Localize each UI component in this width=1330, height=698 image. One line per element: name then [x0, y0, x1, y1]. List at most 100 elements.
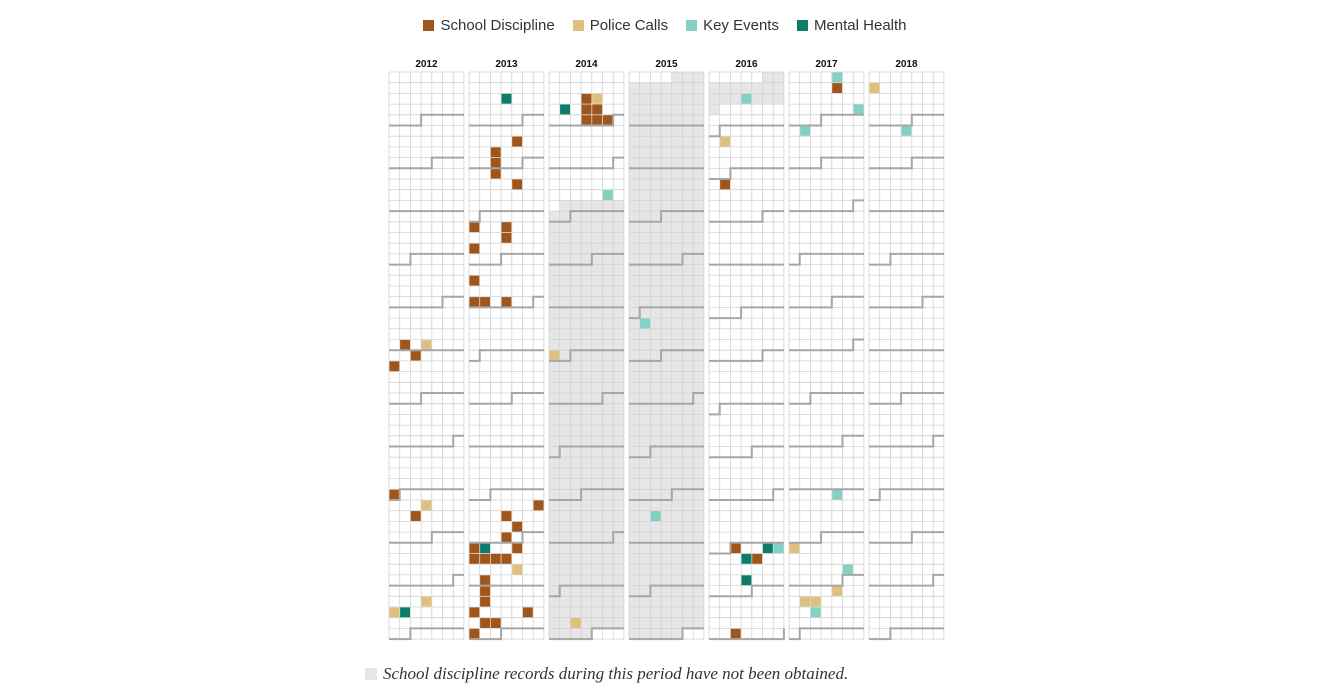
unobtained-day [549, 211, 560, 222]
unobtained-day [671, 414, 683, 426]
unobtained-day [613, 489, 624, 500]
unobtained-day [581, 296, 592, 308]
unobtained-day [602, 467, 614, 479]
event-cell-police [720, 136, 730, 147]
unobtained-day [549, 596, 560, 607]
unobtained-day [570, 607, 582, 618]
unobtained-day [693, 510, 704, 522]
unobtained-day [671, 114, 683, 126]
unobtained-day [570, 328, 582, 340]
event-cell-mental [762, 543, 773, 554]
unobtained-day [661, 457, 672, 468]
unobtained-day [693, 286, 704, 297]
unobtained-day [682, 168, 694, 179]
unobtained-day [613, 243, 624, 254]
legend-swatch-mental [796, 19, 808, 31]
unobtained-day [559, 607, 571, 618]
unobtained-day [650, 286, 662, 297]
unobtained-day [639, 104, 651, 115]
unobtained-day [639, 360, 651, 372]
unobtained-day [639, 211, 651, 222]
event-cell-key [602, 190, 613, 200]
unobtained-day [629, 467, 640, 479]
unobtained-day [591, 243, 603, 254]
event-cell-discipline [400, 339, 410, 350]
unobtained-day [709, 93, 720, 105]
unobtained-day [581, 435, 592, 447]
unobtained-day [671, 275, 683, 286]
unobtained-day [671, 82, 683, 94]
unobtained-day [661, 532, 672, 543]
unobtained-day [639, 168, 651, 179]
event-cell-discipline [480, 586, 490, 596]
unobtained-day [639, 232, 651, 244]
unobtained-day [629, 168, 640, 179]
unobtained-day [559, 574, 571, 586]
unobtained-day [682, 232, 694, 244]
unobtained-day [682, 82, 694, 94]
unobtained-day [661, 467, 672, 479]
unobtained-day [682, 607, 694, 618]
event-cell-discipline [480, 575, 490, 586]
unobtained-day [591, 574, 603, 586]
event-cell-discipline [581, 93, 592, 104]
unobtained-day [570, 382, 582, 393]
unobtained-day [709, 82, 720, 94]
unobtained-day [613, 532, 624, 543]
month-boundary-line [709, 167, 784, 180]
unobtained-day [682, 146, 694, 158]
unobtained-day [671, 564, 683, 575]
unobtained-day [671, 510, 683, 522]
month-boundary-line [389, 295, 464, 309]
unobtained-day [549, 542, 560, 554]
unobtained-day [671, 425, 683, 436]
unobtained-day [559, 446, 571, 458]
unobtained-day [661, 596, 672, 607]
unobtained-day [570, 393, 582, 404]
unobtained-day [682, 339, 694, 351]
unobtained-day [682, 371, 694, 383]
unobtained-day [682, 414, 694, 426]
unobtained-day [682, 617, 694, 629]
unobtained-day [682, 200, 694, 212]
unobtained-day [650, 446, 662, 458]
month-boundary-line [389, 573, 464, 587]
unobtained-day [570, 585, 582, 597]
unobtained-day [629, 264, 640, 276]
unobtained-day [639, 435, 651, 447]
unobtained-day [613, 435, 624, 447]
event-cell-police [421, 500, 432, 511]
unobtained-day [661, 286, 672, 297]
unobtained-day [581, 457, 592, 468]
event-cell-discipline [720, 179, 730, 190]
unobtained-day [613, 350, 624, 361]
unobtained-day [639, 532, 651, 543]
unobtained-day [682, 435, 694, 447]
event-cell-key [832, 489, 843, 500]
event-cell-police [570, 618, 581, 628]
unobtained-day [602, 553, 614, 565]
event-cell-discipline [410, 511, 421, 521]
unobtained-day [671, 179, 683, 190]
unobtained-day [591, 414, 603, 426]
unobtained-day [591, 607, 603, 618]
unobtained-day [661, 189, 672, 201]
unobtained-day [559, 489, 571, 500]
legend-swatch-police [572, 19, 584, 31]
unobtained-day [693, 564, 704, 575]
unobtained-day [559, 467, 571, 479]
unobtained-day [613, 617, 624, 629]
unobtained-day [693, 125, 704, 137]
unobtained-day [602, 542, 614, 554]
month-boundary-line [869, 392, 944, 405]
unobtained-day [549, 585, 560, 597]
month-boundary-line [789, 295, 864, 309]
unobtained-day [570, 264, 582, 276]
month-boundary-line [709, 306, 784, 320]
unobtained-day [671, 157, 683, 169]
month-boundary-line [549, 392, 624, 405]
unobtained-day [602, 564, 614, 575]
unobtained-day [730, 82, 742, 94]
unobtained-day [682, 243, 694, 254]
year-label: 2015 [655, 59, 678, 70]
